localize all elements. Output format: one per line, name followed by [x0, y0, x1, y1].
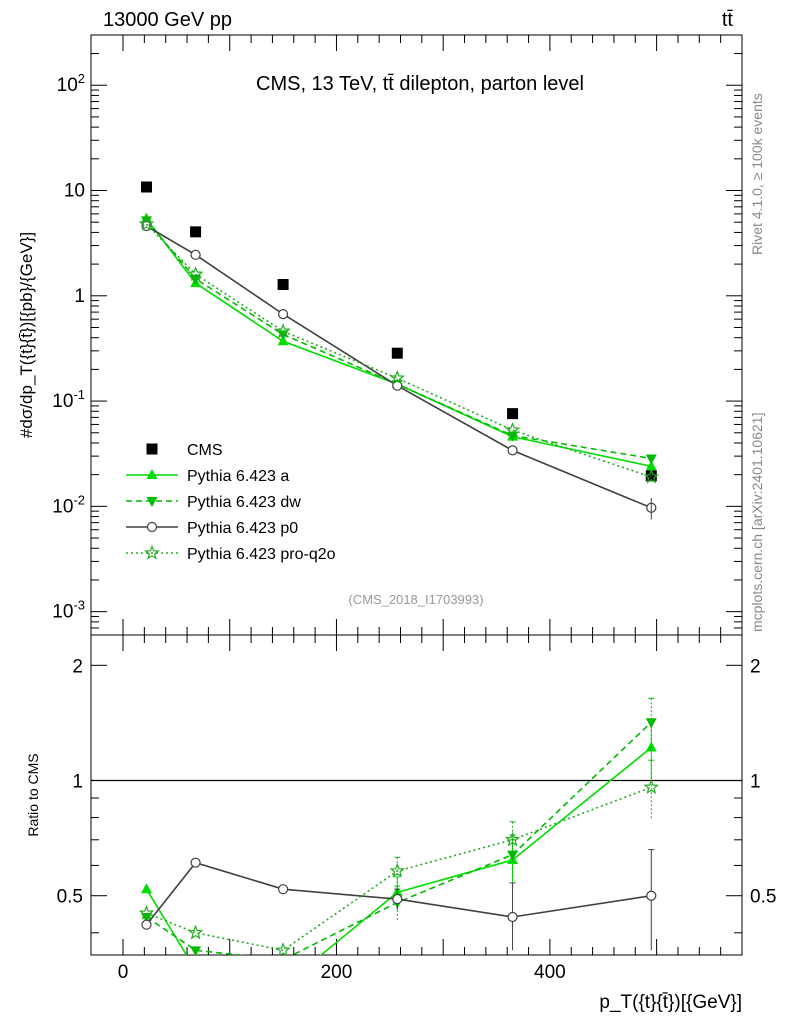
legend-marker	[146, 443, 158, 455]
cms-data-point	[140, 181, 152, 193]
ratio-y-tick-label-right: 0.5	[750, 887, 776, 908]
legend: CMS Pythia 6.423 a Pythia 6.423 dw Pythia 6…	[126, 442, 336, 563]
series-line	[145, 223, 652, 478]
cms-data-point	[190, 226, 202, 238]
cms-data-point	[277, 279, 289, 291]
process-label: tt̄	[722, 9, 734, 31]
ratio-data-point	[190, 964, 201, 974]
ratio-data-point	[278, 956, 289, 966]
legend-entry: Pythia 6.423 pro-q2o	[126, 544, 336, 563]
ratio-data-point	[277, 884, 289, 895]
mc-data-point	[645, 460, 657, 471]
legend-marker	[146, 497, 158, 507]
mc-data-point	[507, 445, 518, 456]
legend-label: CMS	[187, 442, 223, 459]
y-tick-label: 10	[64, 181, 85, 202]
ratio-data-point	[643, 779, 660, 794]
ratio-data-point	[190, 946, 202, 955]
series-line	[145, 219, 652, 460]
legend-entry: Pythia 6.423 p0	[126, 520, 298, 537]
x-tick-label: 200	[321, 962, 353, 983]
mc-data-point	[645, 454, 657, 465]
y-tick-label: 10-2	[52, 492, 85, 517]
ratio-y-tick-label: 0.5	[57, 887, 83, 908]
y-tick-label: 10-3	[52, 598, 85, 623]
legend-label: Pythia 6.423 pro-q2o	[187, 546, 336, 563]
mc-data-point	[643, 468, 660, 484]
mc-data-point	[187, 266, 204, 281]
ratio-data-point	[504, 831, 521, 847]
ratio-data-point	[190, 857, 201, 868]
ratio-data-point	[507, 911, 518, 923]
ratio-series-line	[145, 861, 652, 926]
ratio-data-point	[389, 862, 406, 878]
ratio-y-tick-label: 1	[72, 772, 83, 793]
ratio-series-line	[146, 721, 652, 955]
mc-data-point	[504, 421, 521, 437]
ratio-data-point	[140, 883, 152, 894]
legend-marker	[144, 544, 160, 560]
rivet-label: Rivet 4.1.0, ≥ 100k events	[749, 93, 765, 255]
mc-data-point	[277, 309, 289, 320]
ratio-y-tick-label-right: 2	[750, 656, 761, 677]
mcplots-label: mcplots.cern.ch [arXiv:2401.10621]	[749, 413, 765, 632]
x-axis-label: p_T({t}{t̄})[{GeV}]	[599, 992, 742, 1013]
legend-label: Pythia 6.423 dw	[187, 494, 301, 511]
ratio-data-point	[645, 718, 657, 729]
ratio-data-point	[275, 942, 291, 955]
ratio-data-point	[392, 893, 403, 905]
ratio-data-point	[646, 890, 657, 901]
y-tick-label: 1	[74, 286, 85, 307]
ratio-y-tick-label: 2	[72, 656, 83, 677]
legend-entry: Pythia 6.423 a	[126, 468, 289, 485]
ratio-series-line	[145, 746, 652, 955]
ratio-axis-ticks: 0.5 0.5 1 1 2 2 0 200 400	[57, 635, 776, 983]
legend-marker	[146, 521, 158, 533]
chart-title: CMS, 13 TeV, tt̄ dilepton, parton level	[256, 73, 584, 95]
main-y-axis-label: #dσ/dp_T({t}{t̄})[{pb}/{GeV}]	[17, 232, 36, 438]
ratio-data-point	[141, 919, 152, 930]
legend-entry: CMS	[146, 442, 223, 459]
ratio-series-line	[146, 786, 652, 952]
series-line	[145, 218, 652, 468]
legend-label: Pythia 6.423 p0	[187, 520, 298, 537]
analysis-watermark: (CMS_2018_I1703993)	[348, 592, 483, 607]
main-data-layer	[138, 181, 660, 520]
x-tick-label: 400	[534, 962, 566, 983]
ratio-data-point	[187, 924, 204, 940]
mc-data-point	[190, 249, 201, 260]
main-plot-frame	[90, 34, 743, 636]
legend-label: Pythia 6.423 a	[187, 468, 289, 485]
y-tick-label: 10-1	[52, 387, 85, 412]
x-tick-label: 0	[118, 962, 129, 983]
mc-data-point	[389, 370, 406, 385]
ratio-data-layer	[91, 697, 742, 990]
ratio-y-axis-label: Ratio to CMS	[25, 753, 41, 836]
cms-data-point	[645, 470, 657, 482]
series-line	[146, 225, 652, 509]
legend-marker	[146, 469, 158, 479]
ratio-data-point	[138, 905, 155, 920]
main-axis-ticks: 10-3 10-2 10-1 1 10 102	[52, 34, 742, 636]
y-tick-label: 102	[57, 71, 85, 96]
ratio-plot-frame	[90, 634, 743, 956]
cms-data-point	[391, 347, 403, 359]
mc-data-point	[275, 323, 291, 338]
mc-data-point	[138, 215, 155, 231]
collision-label: 13000 GeV pp	[103, 9, 232, 31]
cms-data-point	[507, 408, 519, 420]
legend-entry: Pythia 6.423 dw	[126, 494, 301, 511]
ratio-data-point	[278, 980, 289, 990]
ratio-y-tick-label-right: 1	[750, 772, 761, 793]
